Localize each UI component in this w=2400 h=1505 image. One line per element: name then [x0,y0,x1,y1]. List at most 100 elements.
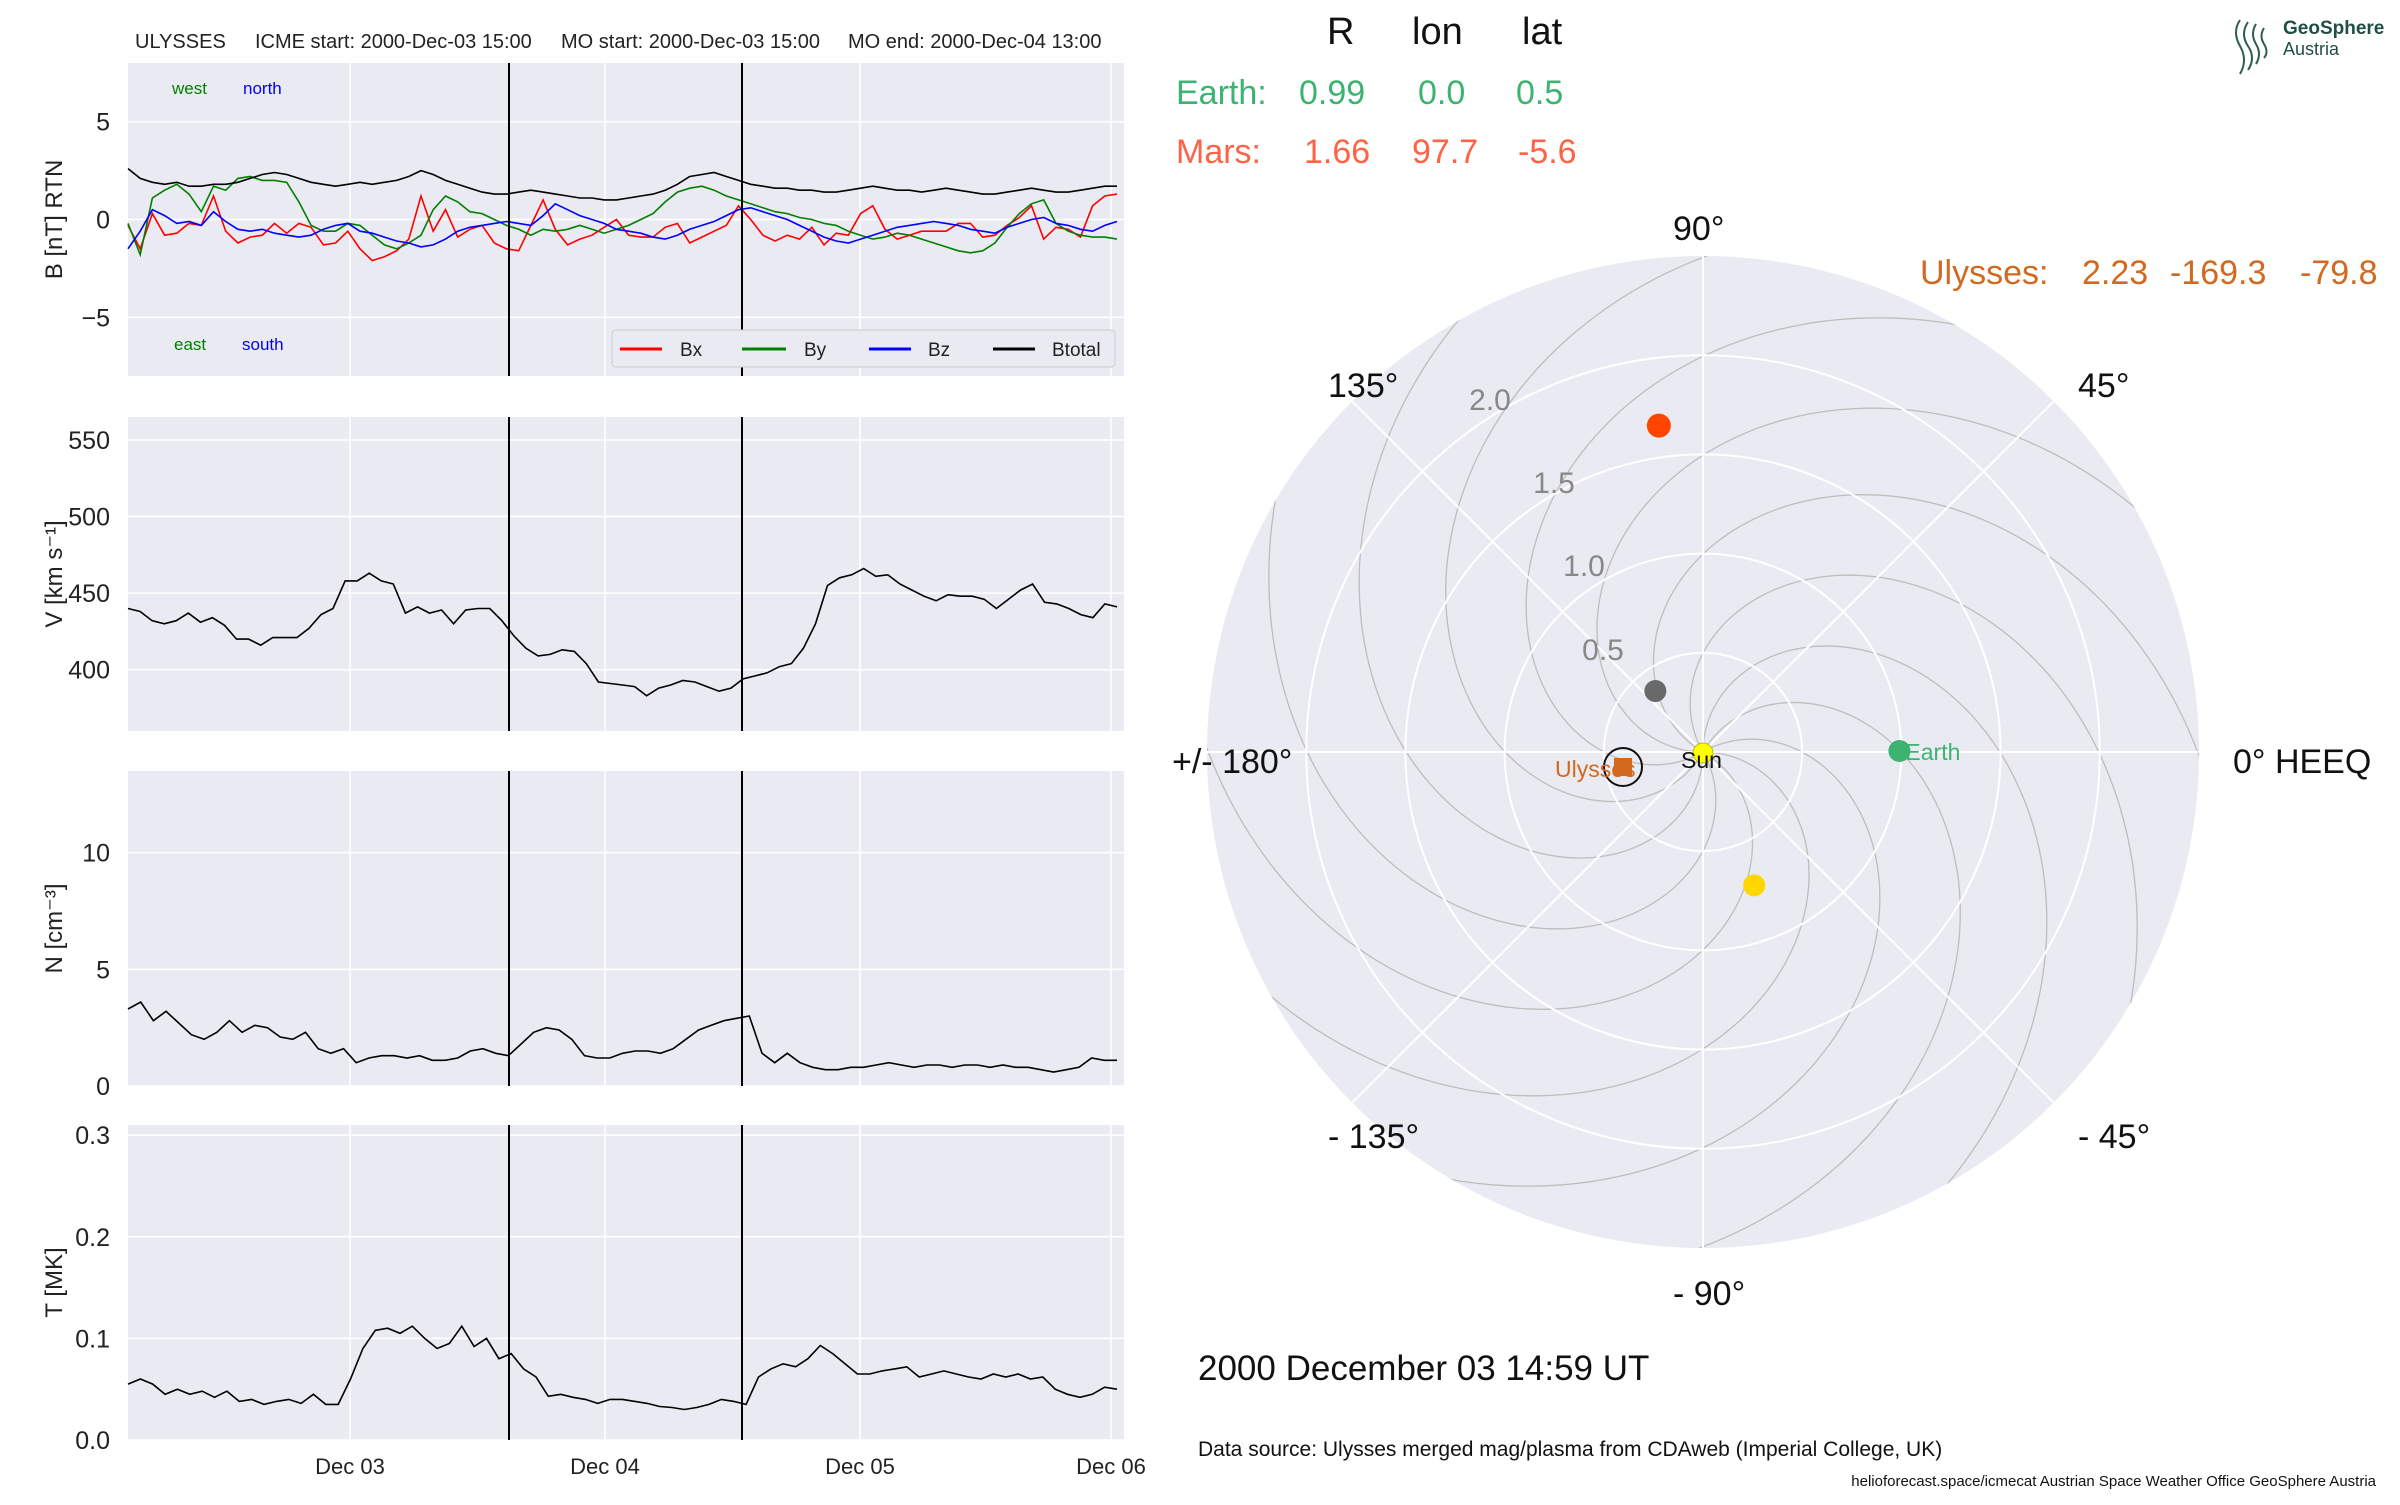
y-axis-label: B [nT] RTN [41,160,68,280]
angular-gridline [1351,400,1704,753]
header-lon: lon [1412,11,1463,53]
xtick-label: Dec 03 [315,1454,385,1479]
panel-0: 5 0 −5 B [nT] RTN [41,63,1124,376]
ulysses-highlight-ring [1603,747,1643,787]
ytick-label: 0.0 [75,1427,110,1455]
spiral-line [1652,494,2199,1182]
mercury-marker [1644,680,1667,703]
footer-credits: helioforecast.space/icmecat Austrian Spa… [1851,1473,2376,1490]
series-line-bz [127,202,1118,250]
ytick-label: 550 [68,427,110,455]
mars-r: 1.66 [1304,133,1370,171]
radial-tick-label: 2.0 [1469,384,1511,417]
angle-label-a135: 135° [1328,367,1398,405]
ytick-label: 5 [96,956,110,984]
spiral-line [1207,322,1754,1010]
ulysses-marker [1614,758,1632,776]
series-line-by [127,175,1118,258]
y-axis-label: N [cm⁻³] [41,884,68,974]
position-table: R lon lat Earth: 0.99 0.0 0.5 Mars: 1.66… [1176,11,2378,292]
ytick-label: 400 [68,657,110,685]
angle-label-a45: 45° [2078,367,2129,405]
polar-plot: 0.5 1.0 1.5 2.0 0° HEEQ 45° 90° 135° +/- 180° - 1… [1172,210,2371,1313]
mars-row-label: Mars: [1176,133,1261,171]
panel-background [128,1125,1124,1440]
angle-label-a90: 90° [1673,210,1724,248]
ytick-label: 450 [68,580,110,608]
spiral-line [1596,407,2199,890]
logo-line1: GeoSphere [2283,18,2384,39]
ytick-label: 0.3 [75,1122,110,1150]
north-label: north [243,79,282,98]
mo-start: MO start: 2000-Dec-03 15:00 [561,31,820,53]
angle-label-a0: 0° HEEQ [2233,743,2371,781]
header-lat: lat [1522,11,1563,53]
ulysses-row-label: Ulysses: [1920,254,2048,292]
ytick-label: 5 [96,109,110,137]
legend-label-bx: Bx [680,340,703,361]
series-line-n [127,1000,1117,1073]
angle-label-am45: - 45° [2078,1118,2150,1156]
ulysses-lat: -79.8 [2300,254,2378,292]
legend-label-bz: Bz [928,340,950,361]
radial-tick-label: 1.0 [1563,550,1605,583]
earth-lat: 0.5 [1516,74,1563,112]
legend-box [611,329,1116,368]
header-r: R [1327,11,1354,53]
mars-lat: -5.6 [1518,133,1577,171]
south-label: south [242,335,284,354]
data-source: Data source: Ulysses merged mag/plasma f… [1198,1438,1942,1461]
icme-start: ICME start: 2000-Dec-03 15:00 [255,31,532,53]
ytick-label: 0 [96,1073,110,1101]
mars-marker [1646,413,1671,438]
timestamp: 2000 December 03 14:59 UT [1198,1349,1649,1388]
xtick-label: Dec 06 [1076,1454,1146,1479]
spiral-line [1207,614,1810,1097]
ytick-label: 500 [68,504,110,532]
b-legend: Bx By Bz Btotal [611,329,1116,368]
ulysses-r: 2.23 [2082,254,2148,292]
ytick-label: −5 [81,304,110,332]
ytick-label: 10 [82,840,110,868]
panel-1: 550 500 450 400 V [km s⁻¹] [41,417,1124,731]
angular-gridline [1702,751,2055,1104]
panel-background [128,417,1124,731]
earth-lon: 0.0 [1418,74,1465,112]
mo-end: MO end: 2000-Dec-04 13:00 [848,31,1102,53]
legend-label-by: By [804,340,827,361]
east-label: east [174,335,206,354]
spiral-line [1273,701,1961,1248]
earth-label: Earth [1905,739,1960,765]
ytick-label: 0 [96,207,110,235]
logo-line2: Austria [2283,39,2340,59]
angle-label-am90: - 90° [1673,1275,1745,1313]
ytick-label: 0.2 [75,1224,110,1252]
angular-gridline [1702,400,2055,753]
earth-marker [1888,740,1911,762]
venus-marker [1743,874,1766,897]
sun-marker [1692,742,1714,764]
angle-label-a180: +/- 180° [1172,743,1292,781]
spiral-line [1565,645,2048,1248]
spiral-line [1445,256,2133,803]
earth-r: 0.99 [1299,74,1365,112]
xtick-label: Dec 04 [570,1454,640,1479]
mars-lon: 97.7 [1412,133,1478,171]
xtick-label: Dec 05 [825,1454,895,1479]
y-axis-label: T [MK] [41,1247,68,1317]
series-line-v [127,567,1118,697]
sun-label: Sun [1681,747,1722,773]
series-line-btotal [127,167,1117,201]
spacecraft-name: ULYSSES [135,31,226,53]
timeseries-panels: 5 0 −5 B [nT] RTN 550 500 450 400 V [km s⁻¹] 10 5 0… [41,63,1146,1479]
spiral-line [1358,256,1841,859]
panel-3: 0.3 0.2 0.1 0.0 T [MK] [41,1122,1124,1455]
angular-gridline [1351,751,1704,1104]
west-label: west [171,79,207,98]
ytick-label: 0.1 [75,1325,110,1353]
angle-label-am135: - 135° [1328,1118,1419,1156]
logo-swirl-icon [2235,19,2268,75]
earth-row-label: Earth: [1176,74,1267,112]
